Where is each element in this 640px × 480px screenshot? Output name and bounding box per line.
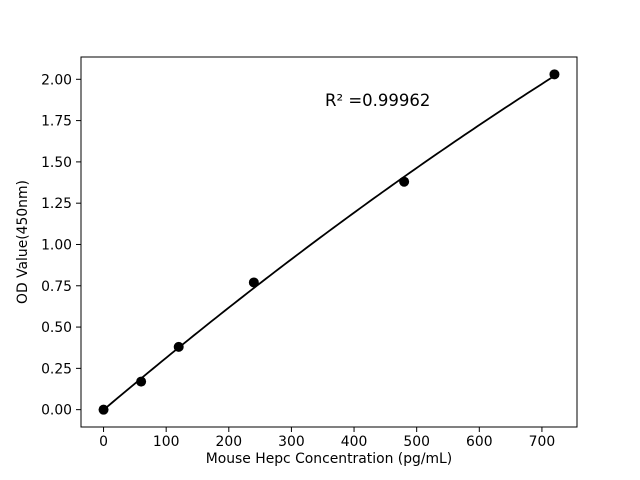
y-axis-label: OD Value(450nm) <box>15 180 31 304</box>
x-tick-label: 700 <box>529 434 556 450</box>
y-tick-label: 1.25 <box>41 196 72 212</box>
x-tick-label: 100 <box>153 434 180 450</box>
y-tick-label: 0.75 <box>41 279 72 295</box>
data-point-marker <box>248 277 259 288</box>
y-axis-ticks: 0.00 0.25 0.50 0.75 1.00 1.25 1.50 1.75 2.00 <box>41 72 81 419</box>
data-point-marker <box>549 69 560 80</box>
x-axis-label: Mouse Hepc Concentration (pg/mL) <box>206 451 452 467</box>
fit-curve-line <box>102 75 556 411</box>
r-squared-annotation: R² =0.99962 <box>325 91 430 110</box>
y-tick-label: 0.25 <box>41 361 72 377</box>
y-tick-label: 1.00 <box>41 237 72 253</box>
y-tick-label: 0.50 <box>41 320 72 336</box>
data-series <box>98 69 560 415</box>
plot-border <box>80 56 578 428</box>
x-tick-label: 400 <box>341 434 368 450</box>
x-tick-label: 0 <box>99 434 108 450</box>
x-tick-label: 600 <box>466 434 493 450</box>
data-point-marker <box>399 176 410 187</box>
data-point-marker <box>98 404 109 415</box>
x-axis-ticks: 0 100 200 300 400 500 600 700 <box>99 427 555 450</box>
y-tick-label: 1.75 <box>41 114 72 130</box>
y-tick-label: 1.50 <box>41 155 72 171</box>
data-point-marker <box>173 341 184 352</box>
x-tick-label: 500 <box>403 434 430 450</box>
axes-frame <box>80 56 578 428</box>
y-tick-label: 2.00 <box>41 72 72 88</box>
y-tick-label: 0.00 <box>41 403 72 419</box>
data-point-marker <box>136 376 147 387</box>
x-tick-label: 300 <box>278 434 305 450</box>
x-tick-label: 200 <box>216 434 243 450</box>
